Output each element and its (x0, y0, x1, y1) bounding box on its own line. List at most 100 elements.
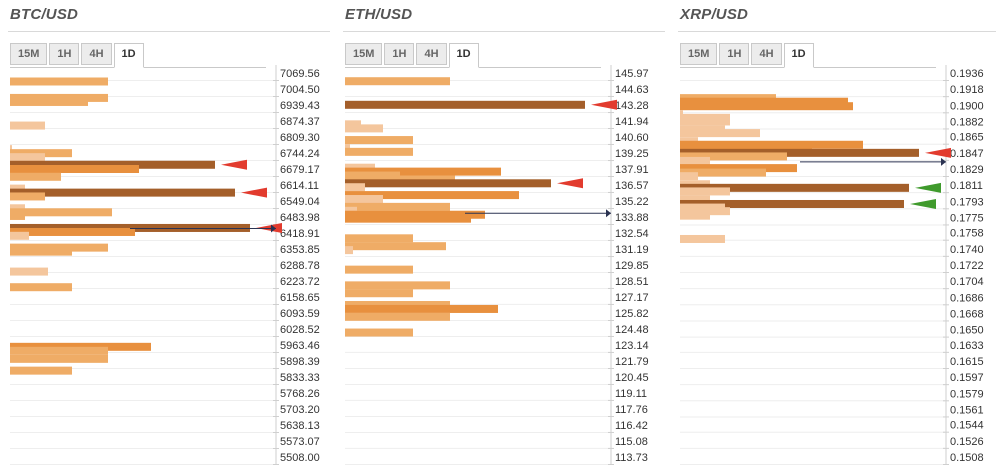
level-label: 121.79 (615, 356, 649, 368)
title-divider (8, 31, 330, 32)
level-label: 0.1544 (950, 420, 984, 432)
level-label: 0.1865 (950, 132, 984, 144)
confluence-bar (10, 172, 61, 181)
tab-15m[interactable]: 15M (345, 43, 383, 65)
tab-1h[interactable]: 1H (384, 43, 415, 65)
level-label: 5638.13 (280, 420, 320, 432)
level-label: 127.17 (615, 292, 649, 304)
current-price-marker-icon (941, 157, 946, 166)
level-label: 0.1722 (950, 260, 984, 272)
level-label: 6093.59 (280, 308, 320, 320)
confluence-bar (345, 147, 413, 156)
confluence-bar (680, 168, 766, 177)
confluence-bar (10, 223, 250, 232)
confluence-bar (345, 202, 450, 211)
confluence-bar (345, 191, 519, 200)
tab-1h[interactable]: 1H (719, 43, 750, 65)
level-label: 0.1650 (950, 325, 984, 337)
confluence-bar (10, 208, 112, 217)
level-label: 136.57 (615, 180, 649, 192)
confluence-bar (10, 354, 108, 363)
red-arrow-icon (221, 159, 247, 170)
confluence-bar (680, 183, 909, 192)
confluence-bar (680, 117, 730, 126)
confluence-bar (680, 152, 787, 161)
tab-4h[interactable]: 4H (751, 43, 782, 65)
level-label: 125.82 (615, 308, 649, 320)
level-label: 135.22 (615, 196, 649, 208)
level-label: 0.1918 (950, 84, 984, 96)
panel-title: ETH/USD (345, 6, 413, 23)
xrp-panel: XRP/USD 15M 1H 4H 1D 0.1936 0.1918 0.1900 0… (678, 0, 996, 469)
level-label: 0.1775 (950, 212, 984, 224)
confluence-bar (345, 246, 353, 255)
level-label: 0.1561 (950, 404, 984, 416)
confluence-bar (10, 188, 235, 197)
level-label: 6874.37 (280, 116, 320, 128)
tab-1d[interactable]: 1D (783, 43, 814, 68)
confluence-bar (345, 328, 413, 337)
level-label: 124.48 (615, 324, 649, 336)
level-label: 144.63 (615, 84, 649, 96)
tab-1h[interactable]: 1H (49, 43, 80, 65)
confluence-bar (10, 267, 48, 276)
green-arrow-icon (910, 198, 936, 209)
tab-1d[interactable]: 1D (113, 43, 144, 68)
confluence-bar (680, 144, 812, 153)
confluence-bar (680, 102, 853, 111)
confluence-bar (680, 207, 730, 216)
confluence-bar (680, 129, 760, 138)
level-label: 133.88 (615, 212, 649, 224)
confluence-chart: 0.1936 0.1918 0.1900 0.1882 0.1865 0.1847 0.18… (680, 65, 984, 465)
level-label: 6353.85 (280, 244, 320, 256)
level-label: 117.76 (615, 404, 648, 416)
panel-title: BTC/USD (10, 6, 79, 23)
title-divider (678, 31, 996, 32)
tab-1d[interactable]: 1D (448, 43, 479, 68)
level-label: 6288.78 (280, 260, 320, 272)
red-arrow-icon (557, 178, 583, 189)
level-label: 0.1882 (950, 116, 984, 128)
level-label: 0.1704 (950, 276, 984, 288)
timeframe-tabs: 15M 1H 4H 1D (10, 43, 146, 68)
level-label: 6223.72 (280, 276, 320, 288)
level-label: 6028.52 (280, 324, 320, 336)
confluence-bar (345, 265, 413, 274)
level-label: 5898.39 (280, 356, 320, 368)
current-price-marker-icon (606, 209, 611, 218)
level-label: 6418.91 (280, 228, 320, 240)
level-label: 0.1615 (950, 356, 984, 368)
level-label: 0.1829 (950, 164, 984, 176)
level-label: 6744.24 (280, 148, 320, 160)
level-label: 0.1579 (950, 388, 984, 400)
level-label: 140.60 (615, 132, 649, 144)
level-label: 6679.17 (280, 164, 320, 176)
level-label: 129.85 (615, 260, 649, 272)
level-label: 0.1526 (950, 436, 984, 448)
confluence-chart: 7069.56 7004.50 6939.43 6874.37 6809.30 6744.… (10, 65, 320, 465)
confluence-bar (345, 304, 498, 313)
confluence-bar (10, 346, 108, 355)
confluence-bar (10, 227, 135, 236)
timeframe-tabs: 15M 1H 4H 1D (680, 43, 816, 68)
confluence-bar (345, 281, 450, 290)
confluence-bar (10, 184, 25, 193)
confluence-bar (680, 195, 710, 204)
confluence-bar (10, 231, 29, 240)
confluence-bar (345, 183, 365, 192)
confluence-bar (10, 160, 215, 169)
confluence-bar (345, 312, 450, 321)
level-label: 145.97 (615, 68, 649, 80)
confluence-bar (10, 192, 45, 201)
confluence-bar (680, 172, 698, 181)
tab-15m[interactable]: 15M (10, 43, 48, 65)
confluence-bar (345, 179, 551, 188)
tab-4h[interactable]: 4H (416, 43, 447, 65)
level-label: 0.1811 (950, 180, 983, 192)
confluence-bar (10, 97, 88, 106)
tab-4h[interactable]: 4H (81, 43, 112, 65)
level-label: 0.1633 (950, 340, 984, 352)
level-label: 116.42 (615, 420, 648, 432)
level-label: 5768.26 (280, 388, 320, 400)
tab-15m[interactable]: 15M (680, 43, 718, 65)
